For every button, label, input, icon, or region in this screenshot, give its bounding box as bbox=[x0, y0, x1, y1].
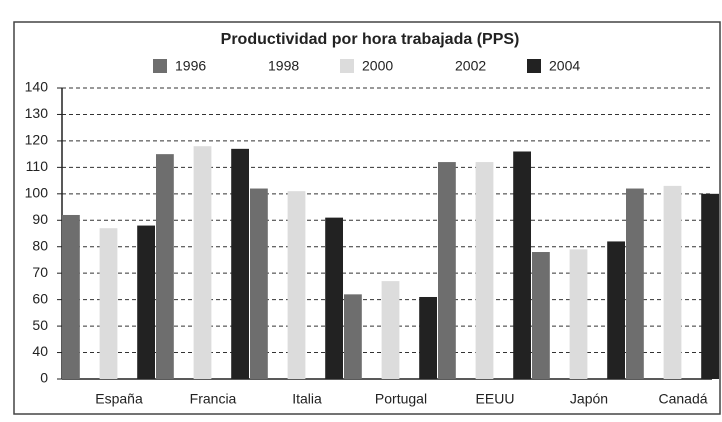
y-tick-label: 140 bbox=[25, 79, 49, 95]
legend-swatch bbox=[340, 59, 354, 73]
y-tick-label: 120 bbox=[25, 132, 49, 148]
y-tick-label: 50 bbox=[32, 317, 48, 333]
chart-title: Productividad por hora trabajada (PPS) bbox=[221, 31, 520, 48]
bar bbox=[156, 154, 174, 379]
y-tick-label: 40 bbox=[32, 343, 48, 359]
x-tick-label: Francia bbox=[190, 391, 237, 407]
frame bbox=[13, 21, 721, 415]
y-tick-label: 130 bbox=[25, 105, 49, 121]
bar bbox=[231, 148, 249, 379]
legend-swatch bbox=[246, 59, 260, 73]
bar bbox=[701, 193, 719, 379]
legend-label: 2002 bbox=[455, 58, 486, 74]
y-tick-label: 110 bbox=[26, 158, 49, 174]
legend-label: 2000 bbox=[362, 58, 393, 74]
y-tick-label: 80 bbox=[32, 237, 48, 253]
x-tick-label: Japón bbox=[570, 391, 608, 407]
x-tick-label: Italia bbox=[292, 391, 322, 407]
y-tick-label: 90 bbox=[32, 211, 48, 227]
legend-swatch bbox=[527, 59, 541, 73]
legend-label: 2004 bbox=[549, 58, 580, 74]
x-tick-label: Canadá bbox=[658, 391, 707, 407]
x-tick-label: Portugal bbox=[375, 391, 427, 407]
bar bbox=[193, 146, 212, 379]
bar bbox=[607, 241, 625, 379]
bar bbox=[663, 185, 682, 379]
x-tick-label: España bbox=[95, 391, 143, 407]
bar bbox=[287, 191, 306, 379]
bar bbox=[99, 228, 118, 379]
legend-label: 1996 bbox=[175, 58, 206, 74]
legend-swatch bbox=[153, 59, 167, 73]
x-tick-label: EEUU bbox=[476, 391, 515, 407]
bar bbox=[344, 294, 362, 379]
bar bbox=[626, 188, 644, 379]
legend-swatch bbox=[433, 59, 447, 73]
bar bbox=[532, 252, 550, 379]
bar bbox=[381, 281, 400, 379]
bar bbox=[325, 217, 343, 379]
y-tick-label: 100 bbox=[25, 185, 49, 201]
bar bbox=[419, 296, 437, 379]
legend-label: 1998 bbox=[268, 58, 299, 74]
y-tick-label: 0 bbox=[40, 370, 48, 386]
bar bbox=[475, 162, 494, 379]
y-tick-label: 60 bbox=[32, 290, 48, 306]
y-tick-label: 70 bbox=[32, 264, 48, 280]
bar bbox=[569, 249, 588, 379]
bar bbox=[62, 214, 80, 379]
bar bbox=[438, 162, 456, 379]
bar bbox=[137, 225, 155, 379]
bar bbox=[513, 151, 531, 379]
bar bbox=[250, 188, 268, 379]
